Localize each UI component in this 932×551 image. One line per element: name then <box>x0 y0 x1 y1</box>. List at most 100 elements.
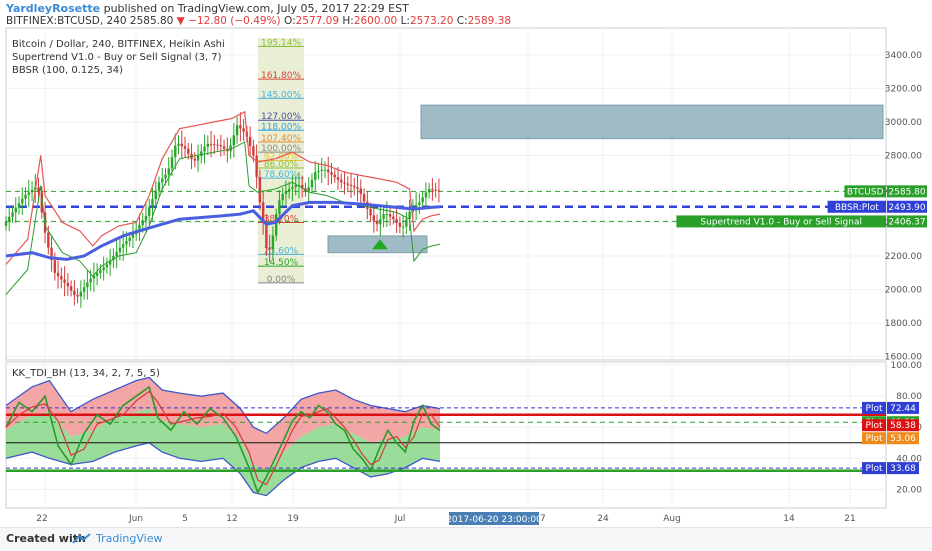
candle-body <box>268 247 271 250</box>
supertrend-line <box>5 110 441 265</box>
candle-body <box>121 244 125 248</box>
author-name[interactable]: YardleyRosette <box>6 2 101 15</box>
candle-body <box>297 184 301 186</box>
candle-body <box>242 128 245 132</box>
candle-body <box>346 183 349 185</box>
x-tick-label: Aug <box>663 514 681 524</box>
created-with-text: Created with <box>6 532 86 545</box>
x-tick-label: Jun <box>128 514 143 524</box>
candle-body <box>177 143 180 146</box>
candle-body <box>206 143 210 147</box>
fib-level-label: 0.00% <box>267 275 296 285</box>
tdi-lower-area <box>6 408 440 496</box>
legend-indicator: KK_TDI_BH (13, 34, 2, 7, 5, 5) <box>12 368 160 379</box>
candle-body <box>320 169 323 171</box>
candle-body <box>252 146 255 156</box>
candle-body <box>434 189 437 191</box>
x-tick-label: 22 <box>36 514 47 524</box>
candle-body <box>281 194 284 201</box>
candle-body <box>307 187 310 192</box>
x-tick-label: 24 <box>597 514 609 524</box>
candle-body <box>278 200 281 215</box>
open-label: O: <box>283 15 296 27</box>
main-y-tick-label: 2800.00 <box>885 151 922 161</box>
candle-body <box>369 209 372 216</box>
plot-tag-name-box <box>862 462 886 475</box>
high-value: 2600.00 <box>353 15 398 27</box>
candle-body <box>349 184 353 187</box>
candle-body <box>261 202 265 223</box>
fib-level-label: 195.14% <box>261 38 301 48</box>
candle-body <box>196 155 200 161</box>
quote-line: BITFINEX:BTCUSD, 240 2585.80 ▼ −12.80 (−… <box>6 15 511 27</box>
open-value: 2577.09 <box>295 15 340 27</box>
plot-tag-name-box <box>862 419 886 432</box>
x-tick-label: 21 <box>844 514 855 524</box>
plot-tag-value-box <box>887 401 919 414</box>
close-label: C: <box>456 15 468 27</box>
buy-signal-marker <box>372 239 388 250</box>
candle-body <box>408 211 411 220</box>
published-text: published on TradingView.com, July 05, 2… <box>103 2 409 15</box>
candle-body <box>343 182 346 184</box>
plot-tag-name: Plot <box>866 434 883 444</box>
candle-body <box>317 170 320 173</box>
candle-body <box>161 178 164 183</box>
main-y-tick-label: 3400.00 <box>885 51 922 61</box>
fib-level-label: 107.40% <box>261 134 301 144</box>
candle-body <box>167 168 170 175</box>
candle-body <box>395 219 398 223</box>
candle-body <box>258 177 262 203</box>
candle-body <box>56 272 60 277</box>
candle-body <box>418 202 421 205</box>
candle-body <box>170 157 174 169</box>
x-tick-label: 19 <box>287 514 299 524</box>
price-tag-value-box <box>887 215 927 228</box>
down-arrow-icon: ▼ <box>176 15 185 27</box>
price-tag-value: 2585.80 <box>888 187 925 197</box>
tdi-upper-band <box>5 376 441 435</box>
candle-body <box>187 148 190 154</box>
candle-body <box>427 189 431 193</box>
candle-body <box>112 256 115 261</box>
main-y-tick-label: 3000.00 <box>885 118 922 128</box>
candle-body <box>17 203 21 208</box>
candle-body <box>314 172 317 180</box>
candle-body <box>209 143 213 145</box>
candle-body <box>385 214 389 216</box>
candle-body <box>414 204 418 208</box>
indicator-pane[interactable] <box>5 361 887 509</box>
candle-body <box>291 187 294 189</box>
candle-body <box>424 192 428 198</box>
candle-body <box>239 125 242 129</box>
candle-body <box>235 125 239 136</box>
candle-body <box>102 267 105 271</box>
candle-body <box>323 169 327 171</box>
fib-level-label: 161.80% <box>261 71 301 81</box>
candle-body <box>47 232 50 248</box>
candle-body <box>105 264 109 268</box>
candle-body <box>37 187 40 193</box>
candle-body <box>50 247 53 261</box>
candle-body <box>379 219 382 225</box>
candle-body <box>333 174 336 178</box>
candle-body <box>76 295 79 297</box>
axes-layer: 22 Jun 5 12 19 Jul 17 24 Aug 14 21 2017-06-20 23:00… <box>36 51 927 525</box>
x-tick-label: Jul <box>394 514 406 524</box>
main-price-pane[interactable]: 195.14% 161.80% 145.00% 127.00%118.00% 107.4… <box>4 27 887 361</box>
chart-svg[interactable]: 195.14% 161.80% 145.00% 127.00%118.00% 107.4… <box>0 0 932 527</box>
candle-body <box>21 198 24 204</box>
bbsr-line <box>5 200 441 261</box>
tradingview-brand-link[interactable]: TradingView <box>96 532 163 545</box>
candle-body <box>336 177 340 180</box>
price-tag-value-box <box>887 200 927 213</box>
candle-body <box>203 146 206 152</box>
candle-body <box>232 135 236 146</box>
main-y-tick-label: 1600.00 <box>885 353 922 363</box>
candle-body <box>327 169 330 173</box>
candle-body <box>431 189 434 191</box>
candle-body <box>131 234 135 238</box>
candle-body <box>248 136 252 147</box>
candle-body <box>92 275 96 279</box>
fib-level-label: 14.50% <box>264 258 299 268</box>
